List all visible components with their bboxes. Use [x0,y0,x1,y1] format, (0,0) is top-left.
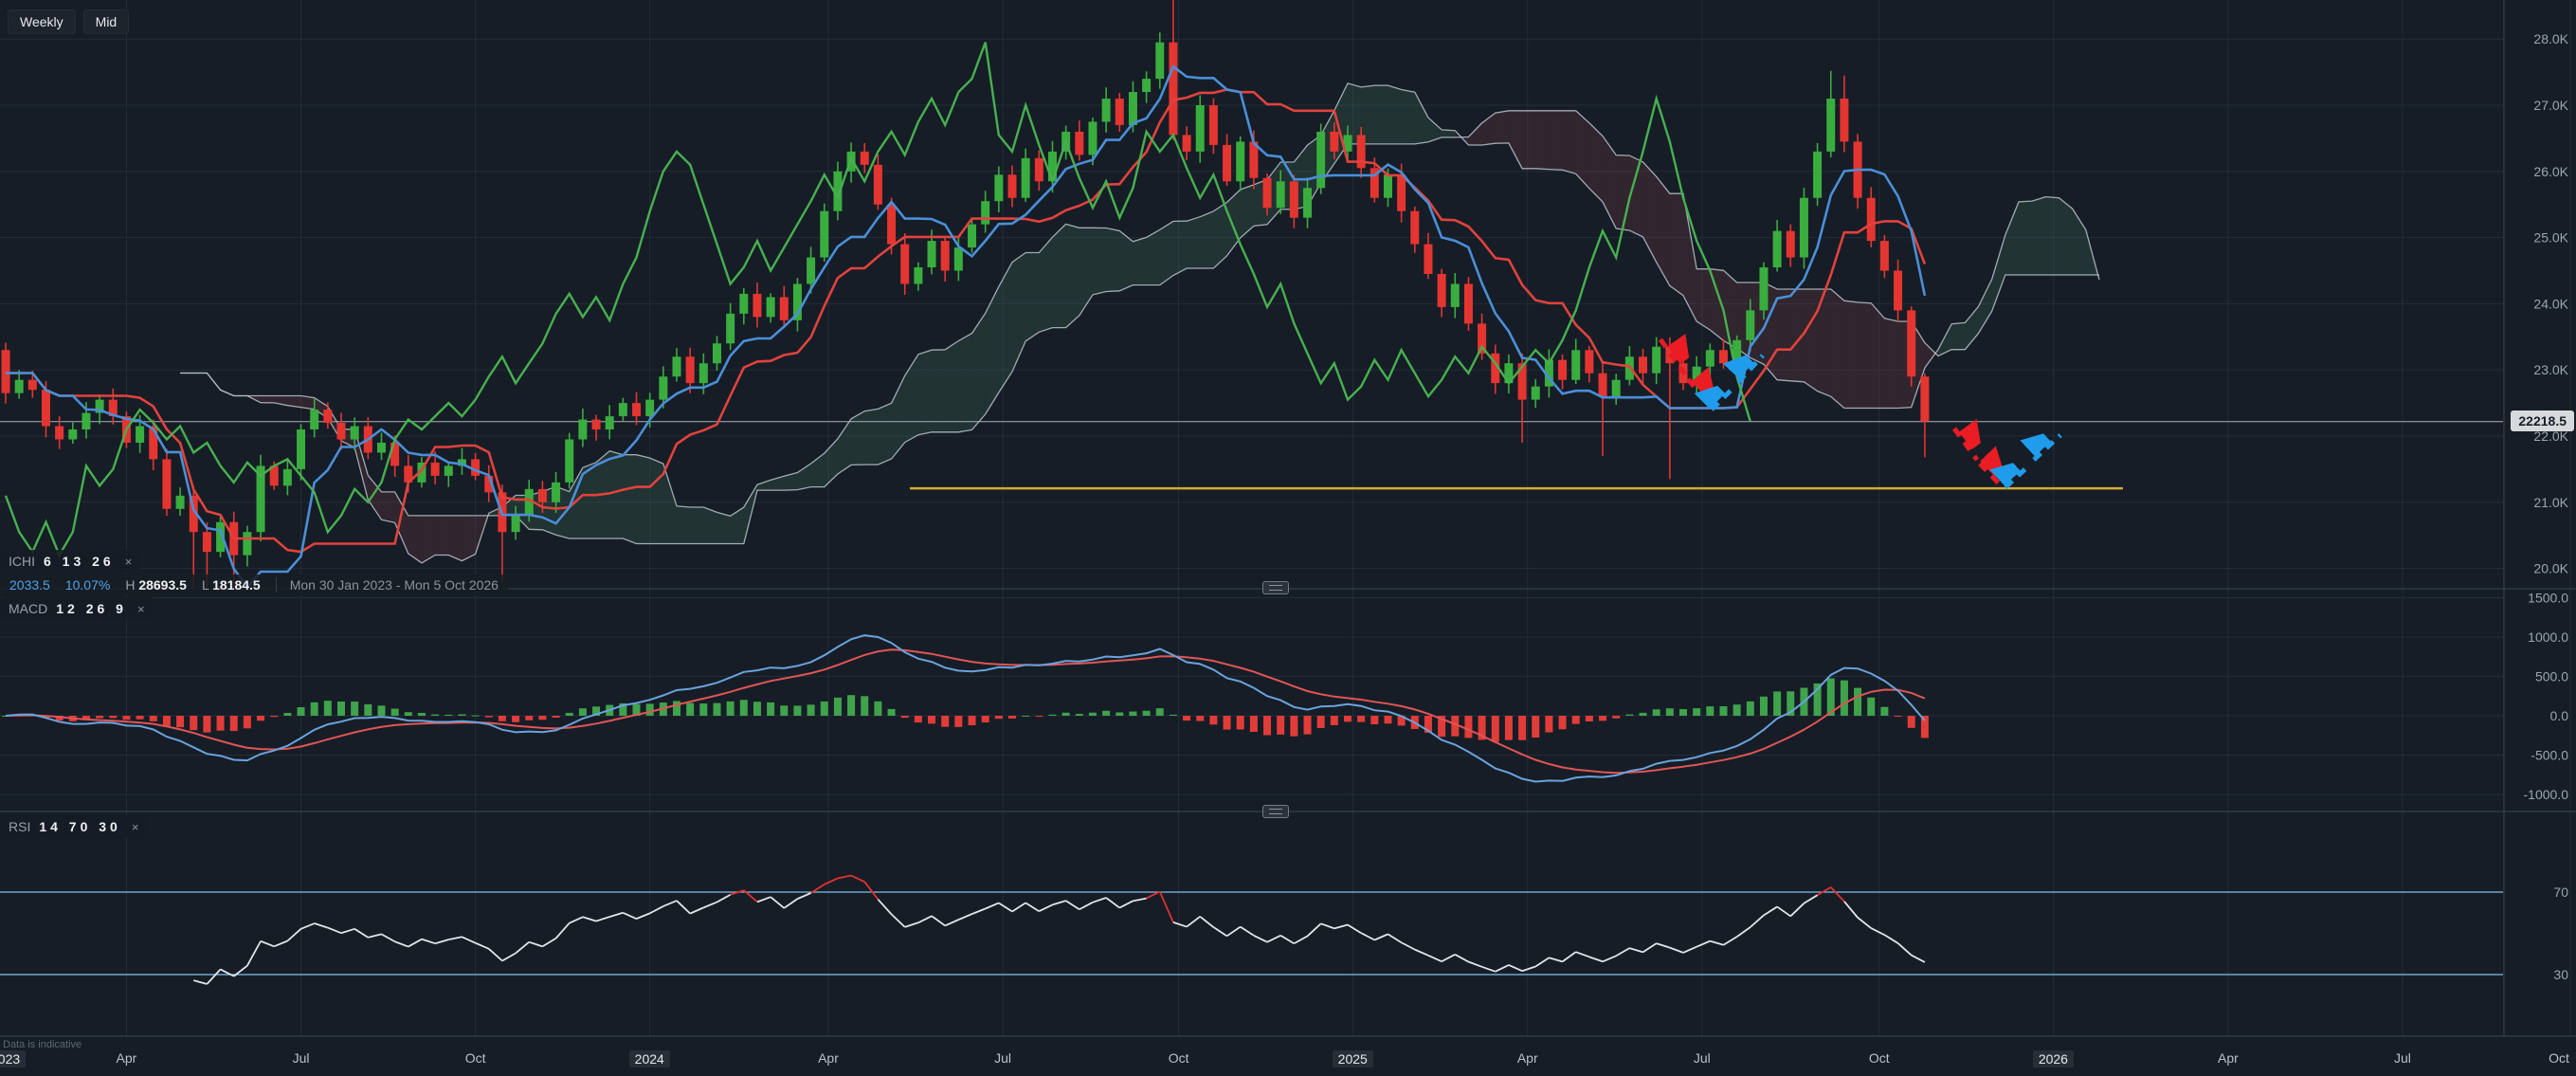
svg-text:26.0K: 26.0K [2533,164,2568,179]
high-label: H [125,577,136,593]
macd-line [5,634,1926,783]
svg-text:22.0K: 22.0K [2533,429,2568,444]
svg-text:1500.0: 1500.0 [2528,591,2568,606]
red-trend-arrow [1978,464,2002,488]
rsi-pane-resize-handle[interactable] [1262,805,1289,818]
chikou-line [4,42,1751,558]
arrow-drawings[interactable] [1658,339,2062,489]
kijun-line [6,88,1927,554]
time-tick-year: 2026 [2032,1050,2074,1067]
rsi-close-icon[interactable]: × [131,819,139,834]
blue-trend-arrow [2005,465,2032,489]
time-tick: Oct [464,1050,486,1066]
svg-text:20.0K: 20.0K [2533,561,2568,576]
low-label: L [201,577,209,593]
svg-text:21.0K: 21.0K [2533,495,2568,510]
time-tick: Apr [1516,1050,1538,1066]
range-stats: 2033.5 10.07% H 28693.5 L 18184.5 Mon 30… [0,574,508,595]
rsi-name: RSI [9,819,31,834]
svg-text:0.0: 0.0 [2550,708,2569,723]
timeframe-button[interactable]: Weekly [8,9,76,34]
tenkan-line [6,64,1927,588]
ichimoku-name: ICHI [9,554,35,569]
svg-text:28.0K: 28.0K [2533,31,2568,46]
macd-pane-resize-handle[interactable] [1262,581,1289,594]
red-trend-arrow [1658,339,1685,376]
macd-params: 12 26 9 [56,601,127,616]
time-tick: Jul [2394,1050,2411,1066]
range-change: 2033.5 [9,577,50,593]
time-tick: Oct [1168,1050,1189,1066]
svg-text:-500.0: -500.0 [2531,748,2568,763]
svg-text:500.0: 500.0 [2535,669,2568,684]
blue-trend-arrow [2034,435,2062,462]
time-tick-year: 2024 [628,1050,670,1067]
low-value: 18184.5 [212,577,261,593]
macd-pane [2,634,1929,783]
range-change-pct: 10.07% [64,577,111,593]
svg-text:1000.0: 1000.0 [2528,629,2568,645]
red-trend-arrow [1686,379,1712,410]
date-range: Mon 30 Jan 2023 - Mon 5 Oct 2026 [275,577,499,593]
rsi-params: 14 70 30 [39,819,121,834]
svg-text:24.0K: 24.0K [2533,296,2568,311]
current-price-tag: 22218.5 [2511,410,2574,431]
time-axis[interactable]: 2023 Apr Jul Oct 2024 Apr Jul Oct 2025 Apr Jul Oct 2… [0,1041,2576,1076]
time-tick: Oct [1868,1050,1890,1066]
svg-text:70: 70 [2553,885,2568,900]
time-tick-year: 2025 [1332,1050,1373,1067]
svg-text:25.0K: 25.0K [2533,230,2568,246]
time-tick: Jul [994,1050,1012,1066]
time-tick: Oct [2549,1050,2569,1066]
blue-trend-arrow [1738,356,1765,384]
svg-text:-1000.0: -1000.0 [2524,787,2569,802]
price-pane [0,0,2503,588]
price-mode-button[interactable]: Mid [82,9,130,34]
price-axis[interactable]: 28.0K 27.0K 26.0K 25.0K 24.0K 23.0K 22.0K 21.0K… [2524,31,2569,982]
macd-name: MACD [9,601,48,616]
time-tick: Jul [292,1050,310,1066]
ichimoku-params: 6 13 26 [44,554,115,569]
ichimoku-close-icon[interactable]: × [124,554,133,569]
svg-text:23.0K: 23.0K [2533,362,2568,377]
rsi-indicator-label[interactable]: RSI 14 70 30 × [0,815,148,838]
time-tick: Apr [116,1050,137,1066]
macd-close-icon[interactable]: × [136,601,145,616]
ichimoku-indicator-label[interactable]: ICHI 6 13 26 × [0,550,141,573]
data-indicative-disclaimer: Data is indicative [3,1039,82,1050]
time-tick: Apr [818,1050,839,1066]
red-trend-arrow [1951,429,1977,462]
svg-text:30: 30 [2553,967,2568,982]
macd-indicator-label[interactable]: MACD 12 26 9 × [0,597,154,620]
time-tick: Apr [2217,1050,2239,1066]
macd-signal-line [5,648,1926,775]
time-tick-year: 2023 [0,1050,27,1067]
high-value: 28693.5 [138,577,187,593]
blue-trend-arrow [1712,387,1736,411]
ichimoku-cloud [207,82,2099,563]
chart-toolbar: Weekly Mid [8,9,130,34]
time-tick: Jul [1693,1050,1711,1066]
rsi-pane [0,874,2503,985]
svg-text:27.0K: 27.0K [2533,98,2568,113]
